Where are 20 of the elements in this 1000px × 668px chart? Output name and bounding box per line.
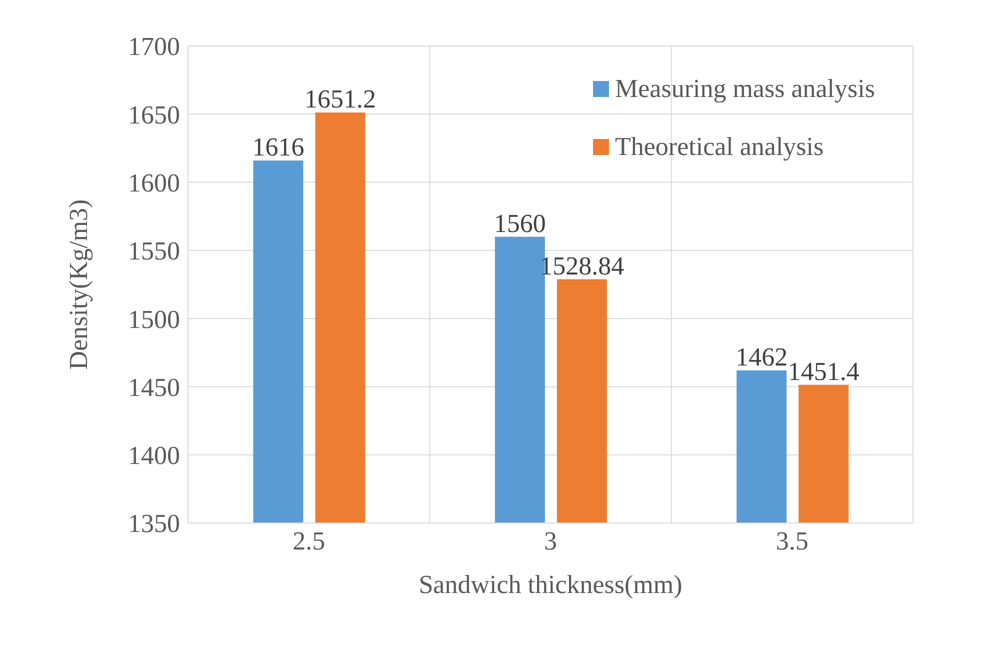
y-tick-label: 1500 [128,304,180,334]
y-tick-label: 1450 [128,372,180,402]
y-axis-title: Density(Kg/m3) [64,199,94,370]
y-tick-label: 1350 [128,509,180,538]
y-tick-label: 1550 [128,236,180,266]
x-tick-label: 3 [544,526,557,556]
x-axis-title: Sandwich thickness(mm) [418,570,682,599]
y-tick-label: 1400 [128,441,180,470]
x-tick-label: 3.5 [776,526,808,556]
legend-label: Theoretical analysis [615,131,824,163]
y-tick-label: 1650 [128,100,180,130]
x-tick-label: 2.5 [292,526,326,556]
data-label: 1651.2 [304,84,376,114]
data-label: 1616 [252,132,304,162]
y-tick-label: 1600 [128,168,180,198]
data-label: 1560 [494,208,546,238]
legend-label: Measuring mass analysis [615,73,875,105]
data-label: 1462 [736,342,788,372]
data-label: 1451.4 [788,356,860,386]
y-tick-label: 1700 [128,32,180,62]
